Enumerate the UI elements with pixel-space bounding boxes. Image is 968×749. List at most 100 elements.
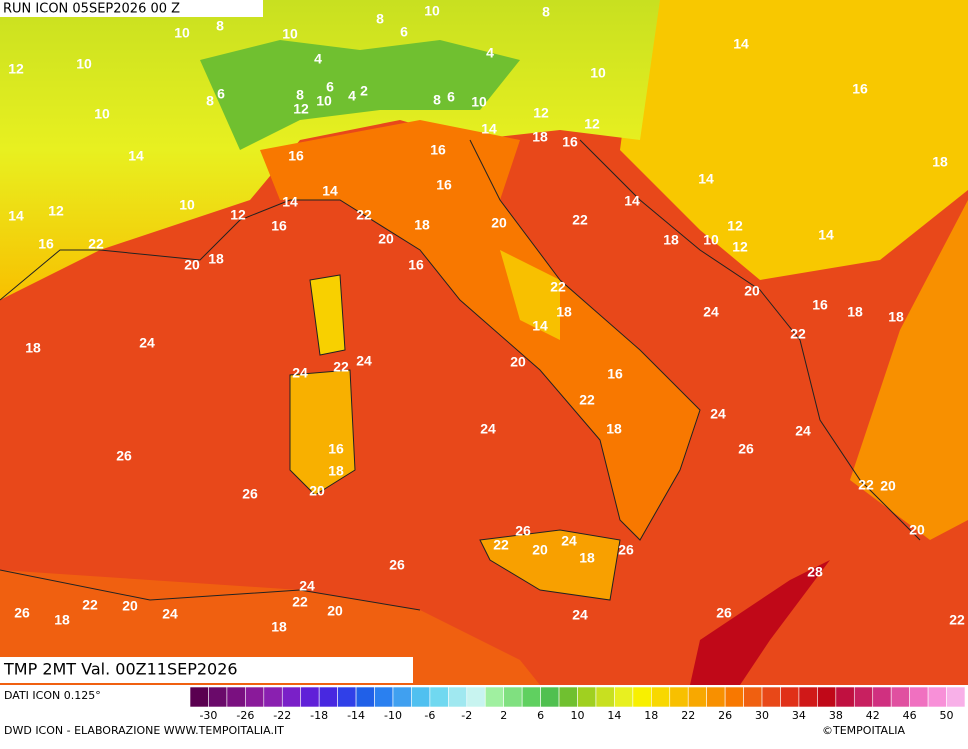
temperature-label: 26 — [716, 605, 732, 621]
temperature-label: 12 — [48, 203, 64, 219]
temperature-label: 18 — [888, 309, 904, 325]
temperature-label: 12 — [533, 105, 549, 121]
temperature-label: 26 — [389, 557, 405, 573]
temperature-label: 14 — [128, 148, 144, 164]
temperature-label: 10 — [94, 106, 110, 122]
colorbar-swatch — [189, 686, 209, 708]
temperature-label: 24 — [356, 353, 372, 369]
temperature-label: 18 — [579, 550, 595, 566]
temperature-label: 14 — [624, 193, 640, 209]
colorbar-tick-label: 38 — [829, 709, 843, 722]
temperature-label: 22 — [858, 477, 874, 493]
colorbar-tick-label: -30 — [199, 709, 217, 722]
colorbar-tick-label: 46 — [903, 709, 917, 722]
colorbar-swatch — [448, 686, 468, 708]
temperature-label: 24 — [572, 607, 588, 623]
colorbar-swatch — [263, 686, 283, 708]
temperature-label: 18 — [847, 304, 863, 320]
apennines — [500, 250, 560, 340]
temperature-label: 24 — [139, 335, 155, 351]
temperature-label: 8 — [542, 4, 550, 20]
temperature-label: 22 — [579, 392, 595, 408]
temperature-label: 18 — [532, 129, 548, 145]
colorbar-tick-label: 18 — [644, 709, 658, 722]
colorbar-tick-label: -10 — [384, 709, 402, 722]
colorbar-swatch — [300, 686, 320, 708]
temperature-label: 14 — [322, 183, 338, 199]
colorbar-swatch — [245, 686, 265, 708]
temperature-label: 16 — [562, 134, 578, 150]
temperature-label: 6 — [400, 24, 408, 40]
colorbar-swatch — [706, 686, 726, 708]
temperature-label: 20 — [327, 603, 343, 619]
temperature-label: 24 — [710, 406, 726, 422]
colorbar-tick-label: 22 — [681, 709, 695, 722]
colorbar-swatch — [669, 686, 689, 708]
colorbar-swatch — [521, 686, 541, 708]
temperature-label: 22 — [82, 597, 98, 613]
colorbar-tick-label: 2 — [500, 709, 507, 722]
temperature-label: 12 — [293, 101, 309, 117]
temperature-label: 20 — [122, 598, 138, 614]
temperature-label: 6 — [217, 86, 225, 102]
colorbar: -30 -26 -22 -18 -14 -10 -6 -2 2 6 10 14 18 22 26 30 34 38… — [189, 686, 966, 722]
colorbar-swatch — [540, 686, 560, 708]
temperature-label: 20 — [491, 215, 507, 231]
colorbar-swatch — [835, 686, 855, 708]
temperature-label: 22 — [88, 236, 104, 252]
temperature-label: 14 — [8, 208, 24, 224]
corsica — [310, 275, 345, 355]
temperature-label: 16 — [812, 297, 828, 313]
valid-box — [0, 657, 413, 683]
temperature-label: 18 — [414, 217, 430, 233]
colorbar-swatch — [632, 686, 652, 708]
temperature-label: 16 — [38, 236, 54, 252]
source-text: DATI ICON 0.125° — [4, 689, 101, 702]
temperature-label: 8 — [433, 92, 441, 108]
credit-text: DWD ICON - ELABORAZIONE WWW.TEMPOITALIA.… — [4, 724, 284, 737]
temperature-label: 18 — [271, 619, 287, 635]
temperature-label: 28 — [807, 564, 823, 580]
temperature-label: 24 — [703, 304, 719, 320]
temperature-label: 18 — [556, 304, 572, 320]
valid-title: TMP 2MT Val. 00Z11SEP2026 — [3, 660, 238, 679]
temperature-label: 14 — [532, 318, 548, 334]
temperature-label: 18 — [54, 612, 70, 628]
sicily — [480, 530, 620, 600]
colorbar-swatch — [687, 686, 707, 708]
colorbar-swatch — [503, 686, 523, 708]
colorbar-swatch — [872, 686, 892, 708]
colorbar-swatch — [355, 686, 375, 708]
temperature-label: 26 — [618, 542, 634, 558]
colorbar-swatch — [817, 686, 837, 708]
header-box — [0, 0, 263, 17]
temperature-label: 24 — [561, 533, 577, 549]
temperature-label: 24 — [480, 421, 496, 437]
colorbar-swatch — [780, 686, 800, 708]
colorbar-swatch — [392, 686, 412, 708]
temperature-label: 4 — [486, 45, 494, 61]
temperature-label: 14 — [698, 171, 714, 187]
temperature-label: 2 — [360, 83, 368, 99]
temperature-label: 6 — [326, 79, 334, 95]
temperature-label: 24 — [795, 423, 811, 439]
temperature-label: 14 — [733, 36, 749, 52]
temperature-label: 10 — [703, 232, 719, 248]
colorbar-tick-label: 34 — [792, 709, 806, 722]
temperature-label: 10 — [179, 197, 195, 213]
colorbar-swatch — [890, 686, 910, 708]
colorbar-swatch — [743, 686, 763, 708]
colorbar-tick-label: -6 — [424, 709, 435, 722]
temperature-label: 12 — [584, 116, 600, 132]
temperature-label: 12 — [727, 218, 743, 234]
temperature-label: 16 — [288, 148, 304, 164]
temperature-label: 22 — [550, 279, 566, 295]
temperature-label: 20 — [510, 354, 526, 370]
colorbar-tick-label: 30 — [755, 709, 769, 722]
colorbar-swatch — [853, 686, 874, 708]
colorbar-swatch — [761, 686, 781, 708]
sardinia — [290, 370, 355, 495]
colorbar-tick-label: -2 — [461, 709, 472, 722]
